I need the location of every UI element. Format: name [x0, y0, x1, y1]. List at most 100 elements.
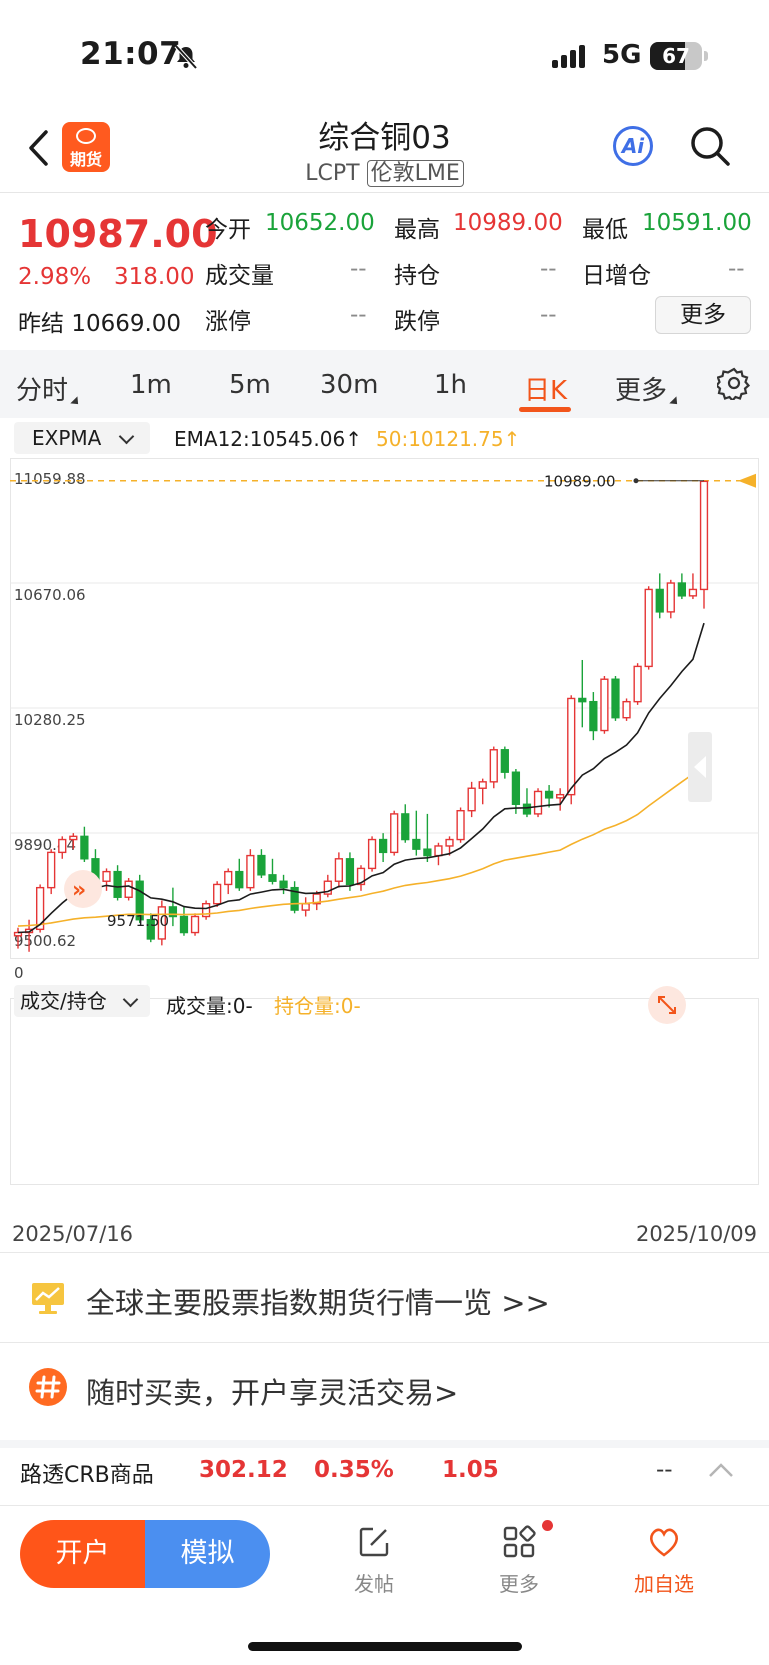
last-price: 10987.00: [18, 212, 218, 256]
tab-1h[interactable]: 1h: [434, 370, 468, 400]
oi-readout: 持仓量:0-: [274, 994, 361, 1018]
candle-body: [345, 858, 355, 886]
candle-body: [533, 790, 543, 815]
ticker-change: 1.05: [442, 1457, 499, 1483]
open-interest-value: --: [540, 256, 557, 282]
candle-body: [290, 886, 299, 911]
ema12-line: [17, 622, 705, 934]
expand-icon[interactable]: [658, 996, 676, 1014]
sub-axis-zero: 0: [14, 964, 24, 982]
divider: [0, 1342, 769, 1343]
candle-body: [135, 880, 144, 921]
back-arrow-icon[interactable]: [26, 128, 52, 168]
high-price-label: 10989.00: [544, 473, 616, 491]
candle-body: [179, 915, 189, 934]
chart-board-icon: [32, 1283, 64, 1314]
candle-body: [456, 809, 465, 841]
ticker-value: 302.12: [199, 1457, 288, 1483]
tab-more[interactable]: 更多: [615, 370, 681, 408]
add-watchlist-button[interactable]: 加自选: [619, 1520, 709, 1596]
y-tick-label: 9500.62: [14, 932, 76, 950]
notification-dot: [542, 1520, 553, 1531]
candle-body: [467, 787, 476, 812]
indicator-selector[interactable]: EXPMA: [14, 422, 150, 454]
candle-body: [378, 838, 388, 854]
candle-body: [279, 880, 288, 889]
candle-body: [58, 838, 67, 854]
low-price-label: 9571.50: [107, 912, 169, 930]
post-button[interactable]: 发帖: [329, 1520, 419, 1596]
candle-body: [201, 902, 211, 918]
global-index-banner[interactable]: 全球主要股票指数期货行情一览 >>: [0, 1252, 769, 1342]
prev-settle-value: 10669.00: [71, 311, 182, 337]
candle-body: [190, 915, 200, 934]
candle-body: [478, 781, 487, 789]
candle-body: [334, 858, 344, 882]
candle-body: [301, 902, 310, 911]
battery-tip: [704, 51, 708, 61]
contract-subtitle: LCPT 伦敦LME: [0, 155, 769, 187]
quote-more-button[interactable]: 更多: [655, 296, 751, 334]
mute-bell-icon: [174, 44, 198, 70]
volume-readout: 成交量:0-: [166, 994, 253, 1018]
open-label: 今开: [205, 217, 251, 243]
search-icon[interactable]: [688, 124, 732, 168]
side-panel-arrow-icon: [694, 756, 706, 778]
y-tick-label: 11059.88: [14, 470, 86, 488]
tab-1m[interactable]: 1m: [130, 370, 172, 400]
edit-icon: [359, 1527, 389, 1557]
candle-body: [35, 886, 45, 931]
post-label: 发帖: [354, 1572, 394, 1596]
candle-body: [390, 813, 399, 854]
battery-level: 67: [662, 44, 690, 68]
limit-down-value: --: [540, 302, 557, 328]
chevron-up-icon[interactable]: [706, 1460, 736, 1480]
open-account-banner[interactable]: 随时买卖，开户享灵活交易>: [0, 1342, 769, 1432]
double-chevron-icon: »: [72, 878, 86, 903]
candle-body: [556, 793, 565, 799]
ai-button[interactable]: Ai: [613, 126, 653, 166]
simulate-button[interactable]: 模拟: [145, 1520, 270, 1588]
candle-body: [246, 854, 255, 889]
candle-body: [522, 803, 532, 815]
kline-chart[interactable]: 11059.88 10670.06 10280.25 9890.44 9500.62 10…: [10, 458, 759, 1218]
divider: [0, 1505, 769, 1506]
candle-body: [699, 480, 709, 591]
hash-icon: [29, 1368, 67, 1406]
header-divider: [0, 192, 769, 193]
candle-body: [268, 874, 277, 882]
y-tick-label: 10280.25: [14, 711, 86, 729]
candle-body: [611, 678, 620, 719]
open-value: 10652.00: [265, 210, 375, 236]
sub-indicator-selector[interactable]: 成交/持仓: [14, 985, 150, 1017]
candle-body: [356, 867, 366, 886]
volume-value: --: [350, 256, 367, 282]
signal-icon: [552, 45, 585, 68]
candle-body: [489, 749, 498, 783]
candle-body: [80, 835, 89, 860]
high-price-arrow: [738, 473, 756, 488]
network-type: 5G: [602, 40, 642, 70]
logo-text: 期货: [69, 150, 102, 169]
tab-30m[interactable]: 30m: [320, 370, 379, 400]
candle-body: [578, 697, 587, 703]
section-gap: [0, 1440, 769, 1448]
candle-body: [69, 835, 78, 841]
caret-icon: [669, 396, 681, 408]
prev-settle: 昨结 10669.00: [18, 304, 181, 338]
add-watchlist-label: 加自选: [634, 1572, 694, 1596]
tab-daily-k[interactable]: 日K: [524, 376, 568, 406]
ema12-readout: EMA12:10545.06↑: [174, 427, 362, 451]
tab-intraday[interactable]: 分时: [16, 370, 82, 408]
candle-body: [146, 919, 155, 940]
candle-body: [445, 838, 454, 847]
more-button[interactable]: 更多: [474, 1520, 564, 1596]
gear-icon[interactable]: [717, 366, 751, 400]
candle-body: [677, 582, 687, 597]
candle-body: [567, 697, 576, 796]
tab-5m[interactable]: 5m: [229, 370, 271, 400]
open-account-button[interactable]: 开户: [20, 1520, 145, 1588]
ticker-name[interactable]: 路透CRB商品: [20, 1463, 154, 1488]
oi-change-value: --: [728, 256, 745, 282]
candle-body: [168, 906, 178, 918]
